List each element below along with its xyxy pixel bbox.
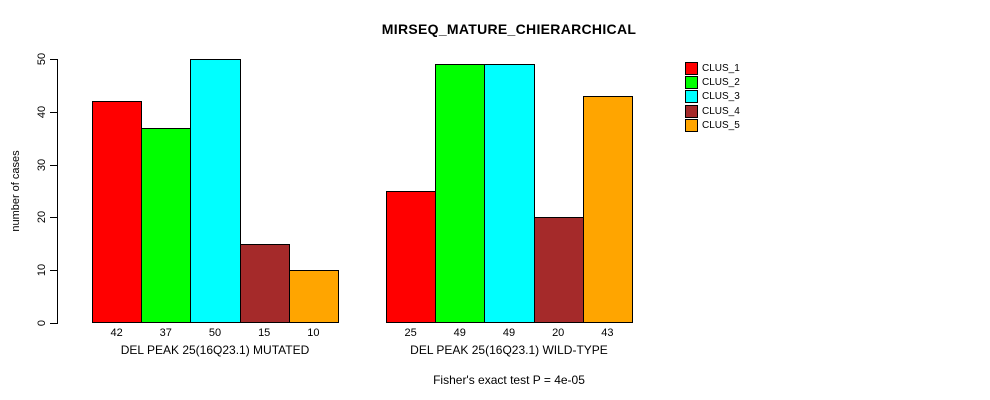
legend-swatch-clus_1 [685, 61, 698, 75]
bar-value-label: 37 [159, 327, 172, 339]
y-axis-tick [50, 323, 57, 324]
chart-title: MIRSEQ_MATURE_CHIERARCHICAL [381, 21, 637, 37]
y-axis-line [57, 59, 58, 324]
bar-value-label: 43 [601, 327, 614, 339]
group-label: DEL PEAK 25(16Q23.1) WILD-TYPE [410, 343, 608, 357]
bar-clus_4-group1 [239, 243, 290, 323]
y-axis-tick-label: 40 [36, 105, 48, 118]
bar-value-label: 10 [307, 327, 320, 339]
bar-clus_1-group2 [386, 191, 437, 323]
y-axis-tick-label: 50 [36, 52, 48, 66]
bar-clus_5-group1 [288, 270, 339, 323]
fisher-test-annotation: Fisher's exact test P = 4e-05 [433, 373, 585, 387]
bar-value-label: 50 [208, 327, 222, 339]
y-axis-tick [50, 59, 57, 60]
legend-swatch-clus_5 [685, 119, 698, 133]
y-axis-tick-label: 30 [36, 158, 48, 171]
legend-swatch-clus_3 [685, 90, 698, 104]
bar-clus_5-group2 [582, 95, 633, 323]
y-axis-tick [50, 217, 57, 219]
bar-clus_2-group1 [141, 127, 192, 323]
bar-clus_3-group2 [484, 64, 535, 323]
legend-label-clus_3: CLUS_3 [702, 91, 740, 103]
y-axis-tick-label: 0 [36, 319, 48, 327]
bar-value-label: 49 [453, 327, 466, 339]
legend-swatch-clus_4 [685, 104, 698, 118]
y-axis-tick-label: 10 [36, 264, 48, 277]
legend-label-clus_1: CLUS_1 [702, 62, 740, 74]
legend-swatch-clus_2 [685, 75, 698, 89]
group-label: DEL PEAK 25(16Q23.1) MUTATED [120, 343, 310, 357]
y-axis-title-text: number of cases [10, 150, 22, 232]
y-axis-tick-label: 20 [36, 211, 48, 224]
y-axis-tick [50, 270, 57, 272]
bar-clus_1-group1 [92, 101, 143, 323]
bar-value-label: 49 [502, 327, 516, 339]
y-axis-tick [50, 111, 57, 113]
bar-clus_4-group2 [533, 217, 584, 323]
legend-label-clus_2: CLUS_2 [702, 76, 740, 88]
bar-value-label: 25 [404, 327, 417, 339]
bar-clus_2-group2 [435, 64, 486, 323]
legend-label-clus_5: CLUS_5 [702, 120, 740, 132]
y-axis-tick [50, 164, 57, 166]
bar-value-label: 42 [110, 327, 123, 339]
bar-value-label: 20 [552, 327, 565, 339]
legend-label-clus_4: CLUS_4 [702, 105, 740, 117]
bar-value-label: 15 [258, 327, 271, 339]
bar-clus_3-group1 [190, 59, 241, 323]
